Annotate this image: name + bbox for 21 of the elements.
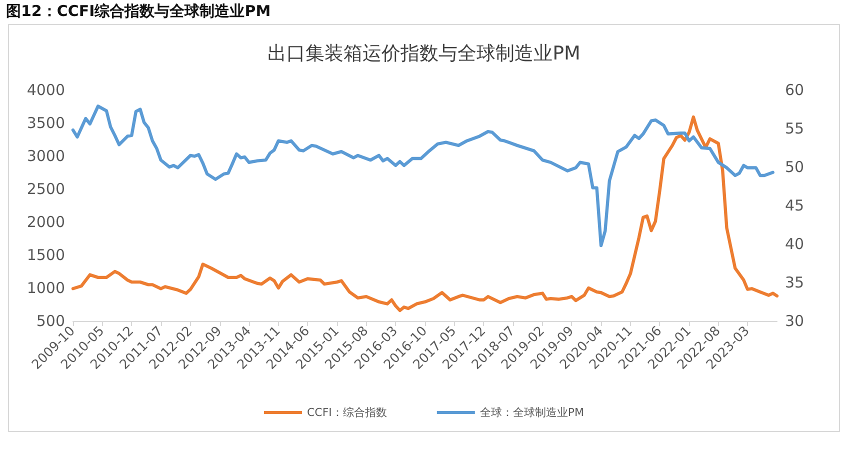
y2-tick-label: 55 xyxy=(785,120,804,138)
line-series xyxy=(71,104,774,248)
y2-tick-label: 30 xyxy=(785,312,804,330)
y-tick-label: 500 xyxy=(36,312,65,330)
chart-subtitle: 图12：CCFI综合指数与全球制造业PM xyxy=(6,2,271,21)
y2-tick-label: 40 xyxy=(785,235,804,253)
legend-label: CCFI：综合指数 xyxy=(306,406,387,419)
y-tick-label: 2000 xyxy=(26,213,65,231)
y2-tick-label: 45 xyxy=(785,196,804,214)
chart-title: 出口集装箱运价指数与全球制造业PM xyxy=(268,42,580,64)
legend-label: 全球：全球制造业PM xyxy=(480,406,584,419)
y2-tick-label: 35 xyxy=(785,274,804,292)
line-series xyxy=(71,115,779,312)
y2-tick-label: 50 xyxy=(785,158,804,176)
y2-tick-label: 60 xyxy=(785,81,804,99)
y-tick-label: 2500 xyxy=(26,180,65,198)
y-tick-label: 1500 xyxy=(26,246,65,264)
y-tick-label: 3000 xyxy=(26,147,65,165)
y-tick-label: 1000 xyxy=(26,279,65,297)
y-tick-label: 3500 xyxy=(26,114,65,132)
y-tick-label: 4000 xyxy=(26,81,65,99)
